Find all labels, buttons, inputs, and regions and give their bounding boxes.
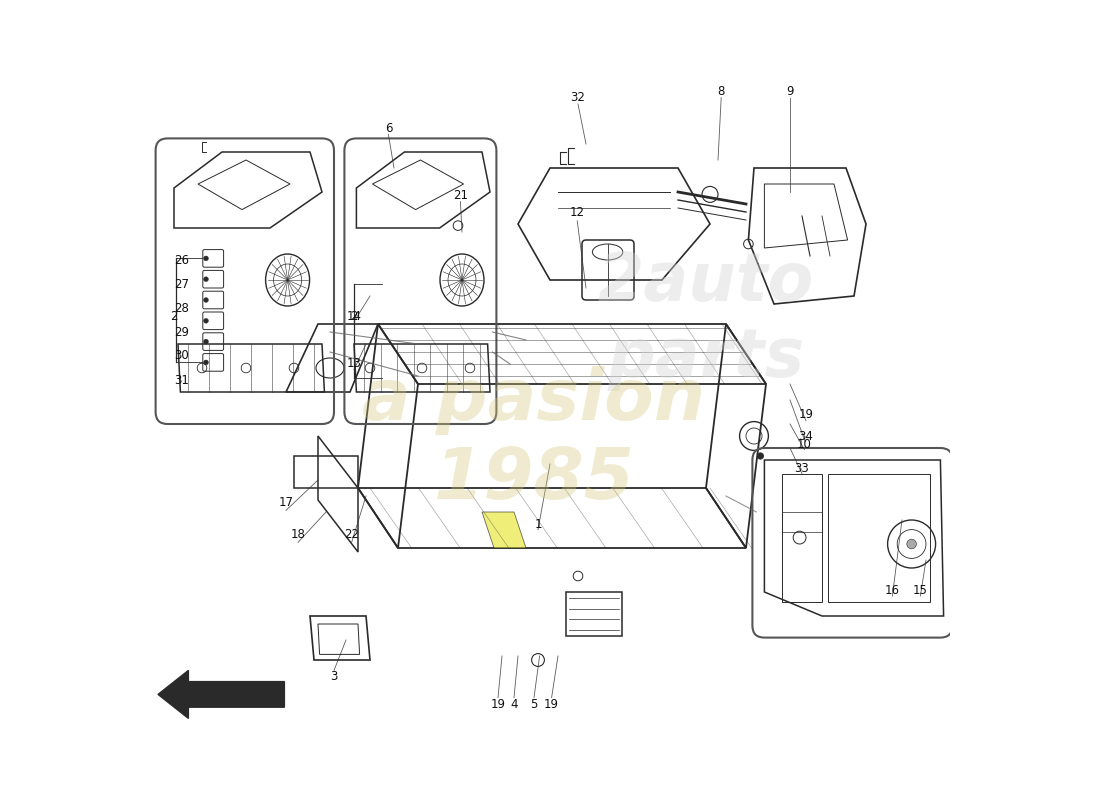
Text: 18: 18	[290, 528, 306, 541]
Text: 19: 19	[491, 698, 506, 710]
Circle shape	[204, 339, 208, 344]
Text: 22: 22	[344, 528, 359, 541]
Text: 6: 6	[385, 122, 392, 134]
Text: 15: 15	[913, 584, 927, 597]
Circle shape	[204, 256, 208, 261]
Circle shape	[757, 453, 763, 459]
Circle shape	[204, 360, 208, 365]
Text: 17: 17	[278, 496, 294, 509]
Text: 30: 30	[175, 350, 189, 362]
Circle shape	[204, 298, 208, 302]
Text: 33: 33	[794, 462, 810, 474]
Text: 34: 34	[798, 430, 813, 442]
Text: 2: 2	[350, 310, 358, 322]
Text: 10: 10	[798, 438, 812, 450]
Text: 28: 28	[175, 302, 189, 314]
Text: 2auto
parts: 2auto parts	[597, 249, 814, 391]
Circle shape	[204, 318, 208, 323]
Text: 8: 8	[717, 85, 725, 98]
Text: 9: 9	[786, 85, 794, 98]
Text: 31: 31	[175, 374, 189, 386]
Text: 16: 16	[884, 584, 900, 597]
Circle shape	[906, 539, 916, 549]
Text: 27: 27	[175, 278, 189, 290]
Polygon shape	[158, 670, 285, 718]
Text: 29: 29	[175, 326, 189, 338]
Text: 4: 4	[510, 698, 518, 710]
Polygon shape	[482, 512, 526, 548]
Text: 32: 32	[571, 91, 585, 104]
Circle shape	[204, 277, 208, 282]
Text: 12: 12	[570, 206, 585, 219]
Text: 3: 3	[330, 670, 338, 682]
Text: 26: 26	[175, 254, 189, 266]
Text: 19: 19	[544, 698, 559, 710]
Text: 2: 2	[170, 310, 178, 322]
Text: 19: 19	[799, 408, 814, 421]
Text: 14: 14	[346, 310, 362, 322]
Text: 21: 21	[453, 189, 468, 202]
Text: 5: 5	[530, 698, 538, 710]
Text: a pasion
1985: a pasion 1985	[362, 366, 705, 514]
Text: 13: 13	[346, 358, 362, 370]
Text: 1: 1	[535, 518, 541, 530]
